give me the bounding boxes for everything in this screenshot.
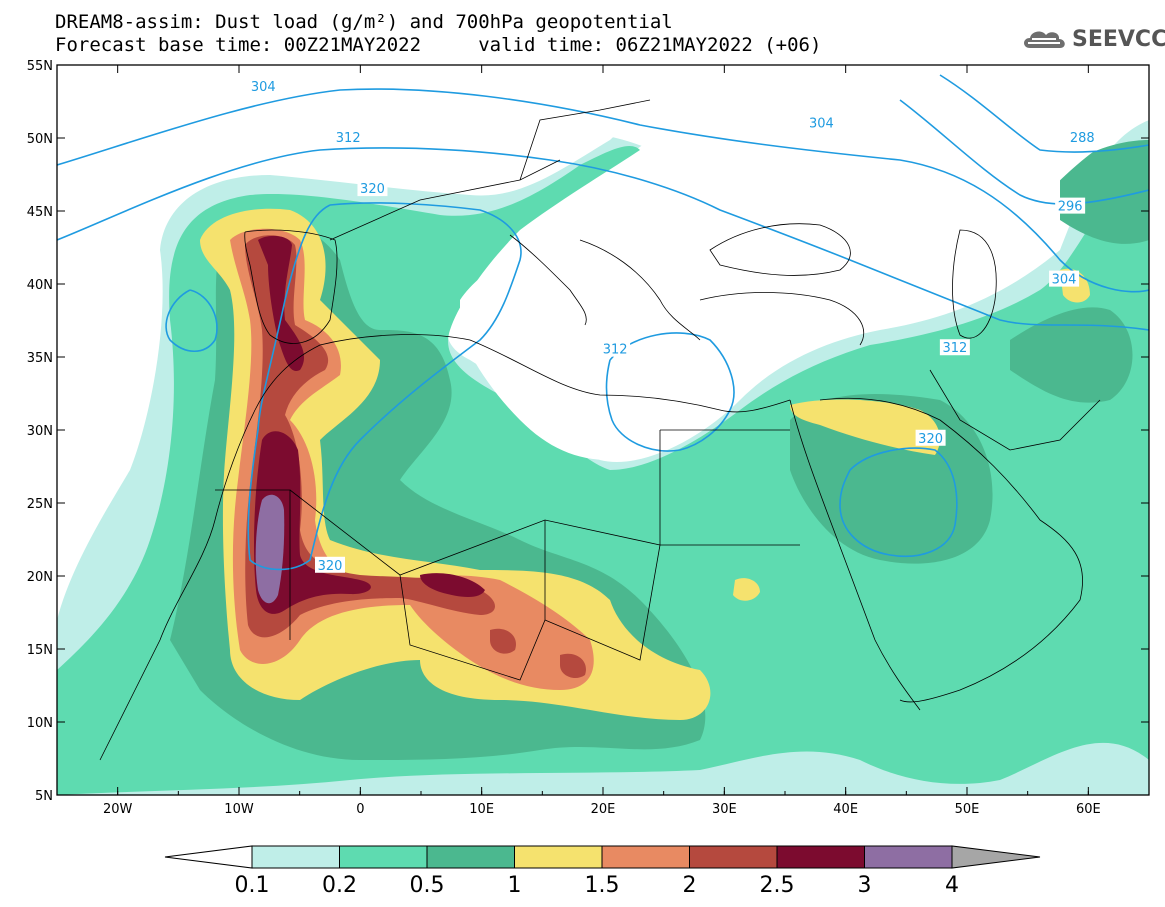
colorbar-label: 1.5 [585,873,620,898]
iberia-coast [244,229,338,344]
lat-label: 20N [27,570,53,585]
colorbar-swatch [339,845,428,869]
lat-label: 35N [27,351,53,366]
contour-312-line [57,147,1149,331]
contour-label: 312 [942,341,967,356]
lon-label: 20W [103,802,133,817]
contour-label: 320 [360,182,385,197]
contour-label-bg [939,339,970,356]
map-title: DREAM8-assim: Dust load (g/m²) and 700hP… [55,11,673,33]
africa-north-coast [254,334,791,413]
colorbar-swatch [864,845,953,869]
border-europe-2 [519,99,651,181]
seevccc-logo: SEEVCCC [1020,26,1165,52]
africa-west-coast [99,409,256,761]
colorbar-label: 0.1 [235,873,270,898]
contour-320-arabia-line [839,447,958,557]
colorbar: 0.1 0.2 0.5 1 1.5 2 2.5 3 4 [164,845,1041,898]
colorbar-swatch [251,845,340,869]
contour-label: 304 [809,116,834,131]
turkey-coast [699,292,865,346]
lon-label: 10W [224,802,254,817]
colorbar-swatch [426,845,515,869]
black-sea-coast [709,223,851,276]
contour-296-line [899,99,1149,205]
lon-label: 10E [469,802,494,817]
contour-label: 304 [1052,273,1077,288]
colorbar-label: 4 [945,873,959,898]
lat-label: 30N [27,424,53,439]
colorbar-label: 2.5 [760,873,795,898]
colorbar-swatch [776,845,865,869]
lat-label: 5N [35,789,53,804]
contour-label: 304 [251,80,276,95]
colorbar-label: 0.2 [322,873,357,898]
colorbar-swatch [514,845,603,869]
axis-ticks [56,64,1150,796]
dust-field [57,65,1149,795]
lat-label: 10N [27,716,53,731]
red-sea-coast [789,399,921,711]
contour-label-bg [315,556,345,573]
lon-label: 30E [712,802,737,817]
lat-label: 45N [27,205,53,220]
dust-band-3 [255,494,285,604]
contour-label: 288 [1070,131,1095,146]
contour-label-bg [806,114,837,131]
contour-312-west-line [165,289,218,353]
colorbar-under-triangle [164,845,253,869]
axis-labels: 5N 10N 15N 20N 25N 30N 35N 40N 45N 50N 55N 20W 10W 0 1… [27,59,1101,817]
contour-label-bg [600,340,631,357]
contour-label-bg [915,429,946,446]
cloud-icon [1024,31,1065,48]
lat-label: 40N [27,278,53,293]
clear-region [57,65,1149,461]
lat-label: 25N [27,497,53,512]
lat-label: 15N [27,643,53,658]
colorbar-label: 1 [508,873,522,898]
coastlines [99,99,1101,761]
lon-label: 20E [591,802,616,817]
geopotential-contours [57,74,1149,571]
arabia-coast [819,397,1083,703]
lon-label: 50E [955,802,980,817]
colorbar-label: 0.5 [410,873,445,898]
colorbar-over-triangle [951,845,1041,869]
lat-label: 50N [27,132,53,147]
lon-label: 60E [1076,802,1101,817]
contour-label-bg [1055,197,1086,214]
contour-label-bg [248,77,279,94]
italy-coast [509,234,587,326]
colorbar-label: 2 [683,873,697,898]
contour-label: 312 [336,131,361,146]
contour-labels: 304304312320312320312288296304312320 [248,77,1098,574]
border-iran [929,369,1101,451]
map-subtitle: Forecast base time: 00Z21MAY2022 valid t… [55,34,822,56]
colorbar-swatch [689,845,778,869]
border-chad [544,544,661,661]
contour-label-bg [357,180,388,197]
border-niger [399,520,546,681]
contour-label-bg [1067,129,1098,145]
contour-label: 320 [918,432,943,447]
caspian-coast [952,229,997,339]
contour-320-med-line [605,332,735,452]
logo-text: SEEVCCC [1072,26,1165,52]
lon-label: 40E [833,802,858,817]
contour-label-bg [1049,270,1080,287]
contour-304-line [57,88,1149,293]
lat-label: 55N [27,59,53,74]
colorbar-label: 3 [858,873,872,898]
contour-label: 296 [1058,200,1083,215]
lon-label: 0 [356,802,364,817]
border-europe-1 [329,159,561,241]
contour-288-line [939,74,1149,153]
contour-320-line [247,202,522,571]
contour-label-bg [333,129,364,145]
colorbar-swatch [601,845,690,869]
contour-label: 312 [603,343,628,358]
contour-label: 320 [318,559,343,574]
balkans-coast [579,239,701,341]
